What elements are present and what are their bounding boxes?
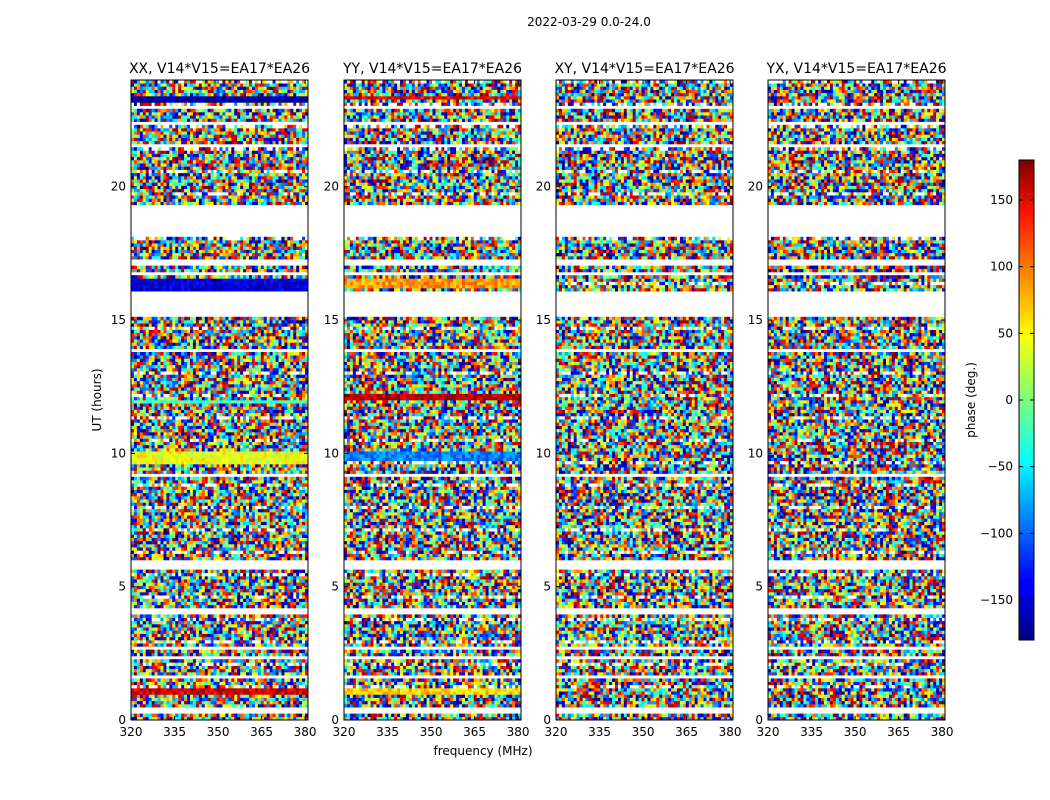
y-tick-label: 20 [111, 180, 126, 194]
panel-4: YX, V14*V15=EA17*EA26 320 335 350 365 380 0 5 10… [748, 61, 954, 739]
panel-3: XY, V14*V15=EA17*EA26 320 335 350 365 380 0 5 10… [536, 61, 742, 739]
y-tick-label: 10 [324, 446, 339, 460]
x-tick-label: 365 [250, 725, 273, 739]
y-tick-label: 20 [748, 180, 763, 194]
colorbar: −150 −100 −50 0 50 100 150 phase (deg.) [964, 159, 1035, 641]
y-tick-label: 20 [324, 180, 339, 194]
x-tick-label: 320 [545, 725, 568, 739]
panel-title: YY, V14*V15=EA17*EA26 [342, 61, 522, 77]
panel-title: YX, V14*V15=EA17*EA26 [765, 61, 946, 77]
panel-title: XX, V14*V15=EA17*EA26 [129, 61, 310, 77]
panel-frame [130, 79, 309, 721]
y-tick-label: 5 [331, 580, 339, 594]
x-tick-label: 335 [376, 725, 399, 739]
panel-frame [343, 79, 522, 721]
y-tick-label: 5 [118, 580, 126, 594]
y-tick-label: 0 [118, 713, 126, 727]
panel-frame [555, 79, 734, 721]
x-tick-label: 380 [294, 725, 317, 739]
panel-frame [767, 79, 946, 721]
heatmap-cells [344, 80, 522, 721]
panel-title: XY, V14*V15=EA17*EA26 [554, 61, 734, 77]
x-tick-label: 320 [120, 725, 143, 739]
x-tick-label: 365 [463, 725, 486, 739]
x-tick-label: 380 [931, 725, 954, 739]
colorbar-tick-label: 150 [990, 193, 1013, 207]
panels-group: XX, V14*V15=EA17*EA26 320 335 350 365 380 0 5 10… [111, 61, 954, 739]
x-tick-label: 350 [632, 725, 655, 739]
panel-1: XX, V14*V15=EA17*EA26 320 335 350 365 380 0 5 10… [111, 61, 317, 739]
y-tick-label: 10 [536, 446, 551, 460]
y-tick-label: 5 [755, 580, 763, 594]
x-tick-label: 350 [420, 725, 443, 739]
heatmap-cells [768, 80, 946, 721]
colorbar-tick-label: 0 [1005, 393, 1013, 407]
x-tick-label: 320 [757, 725, 780, 739]
x-tick-label: 350 [844, 725, 867, 739]
y-tick-label: 20 [536, 180, 551, 194]
y-tick-label: 0 [331, 713, 339, 727]
y-tick-label: 10 [111, 446, 126, 460]
y-tick-label: 15 [324, 313, 339, 327]
x-tick-label: 350 [207, 725, 230, 739]
panel-2: YY, V14*V15=EA17*EA26 320 335 350 365 380 0 5 10… [324, 61, 530, 739]
x-tick-label: 335 [800, 725, 823, 739]
colorbar-tick-label: 100 [990, 260, 1013, 274]
x-tick-label: 380 [507, 725, 530, 739]
colorbar-tick-label: −150 [980, 593, 1013, 607]
colorbar-ticks: −150 −100 −50 0 50 100 150 [980, 193, 1034, 607]
heatmap-cells [556, 80, 734, 721]
heatmap-cells [131, 80, 309, 721]
x-tick-label: 335 [163, 725, 186, 739]
x-tick-label: 335 [588, 725, 611, 739]
colorbar-tick-label: −100 [980, 526, 1013, 540]
x-tick-label: 365 [675, 725, 698, 739]
y-tick-label: 0 [755, 713, 763, 727]
colorbar-tick-label: 50 [998, 326, 1013, 340]
y-tick-label: 15 [748, 313, 763, 327]
y-axis-label: UT (hours) [90, 368, 104, 431]
y-tick-label: 10 [748, 446, 763, 460]
colorbar-label: phase (deg.) [964, 362, 978, 438]
x-tick-label: 380 [719, 725, 742, 739]
y-tick-label: 15 [536, 313, 551, 327]
colorbar-tick-label: −50 [988, 460, 1013, 474]
x-tick-label: 320 [333, 725, 356, 739]
x-axis-label: frequency (MHz) [433, 744, 532, 758]
y-tick-label: 5 [543, 580, 551, 594]
y-tick-label: 15 [111, 313, 126, 327]
y-tick-label: 0 [543, 713, 551, 727]
x-tick-label: 365 [887, 725, 910, 739]
figure-title: 2022-03-29 0.0-24.0 [527, 15, 651, 29]
